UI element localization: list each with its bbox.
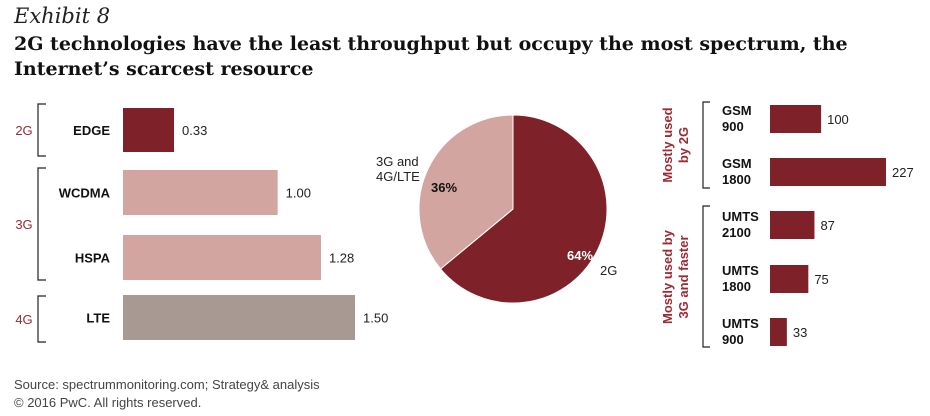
exhibit-label: Exhibit 8 bbox=[14, 4, 111, 28]
spectrum-group-label-1-line1: Mostly used bbox=[660, 107, 675, 182]
spectrum-bar-gsm-1800 bbox=[770, 158, 886, 186]
throughput-label-edge: EDGE bbox=[73, 123, 110, 138]
spectrum-value-umts-2100: 87 bbox=[820, 218, 834, 233]
copyright-note: © 2016 PwC. All rights reserved. bbox=[14, 395, 202, 410]
spectrum-label-umts-1800-name: UMTS bbox=[722, 263, 759, 278]
spectrum-label-umts-900-name: UMTS bbox=[722, 316, 759, 331]
spectrum-group-bracket-1 bbox=[702, 101, 710, 189]
spectrum-value-gsm-1800: 227 bbox=[892, 165, 914, 180]
spectrum-group-label-2-line2: 3G and faster bbox=[676, 235, 691, 318]
spectrum-bar-umts-2100 bbox=[770, 211, 815, 239]
source-note: Source: spectrummonitoring.com; Strategy… bbox=[14, 377, 320, 392]
throughput-value-lte: 1.50 bbox=[363, 311, 388, 326]
throughput-bar-edge bbox=[123, 108, 175, 152]
generation-label-4g: 4G bbox=[15, 312, 32, 327]
generation-label-2g: 2G bbox=[15, 123, 32, 138]
throughput-label-wcdma: WCDMA bbox=[59, 186, 111, 201]
pie-legend-2g: 2G bbox=[600, 263, 617, 278]
pie-legend-3g-line1: 3G and bbox=[376, 154, 419, 169]
generation-bracket-2g bbox=[37, 103, 46, 157]
pie-legend-3g-line2: 4G/LTE bbox=[376, 169, 420, 184]
spectrum-bar-gsm-900 bbox=[770, 105, 822, 133]
spectrum-label-gsm-1800-band: 1800 bbox=[722, 172, 751, 187]
throughput-value-edge: 0.33 bbox=[182, 123, 207, 138]
spectrum-label-umts-2100-name: UMTS bbox=[722, 209, 759, 224]
throughput-value-wcdma: 1.00 bbox=[286, 186, 311, 201]
pie-slice-2g bbox=[439, 114, 608, 304]
spectrum-label-umts-1800-band: 1800 bbox=[722, 279, 751, 294]
pie-label-3g-pct: 36% bbox=[431, 180, 457, 195]
pie-slice-3g-4g bbox=[418, 114, 514, 270]
spectrum-group-bracket-2 bbox=[702, 205, 710, 348]
spectrum-group-label-1-line2: by 2G bbox=[676, 127, 691, 163]
spectrum-group-label-2-line1: Mostly used by bbox=[660, 229, 675, 324]
spectrum-label-umts-900-band: 900 bbox=[722, 332, 744, 347]
throughput-value-hspa: 1.28 bbox=[329, 251, 354, 266]
throughput-bar-lte bbox=[123, 295, 355, 340]
throughput-label-lte: LTE bbox=[86, 311, 110, 326]
spectrum-value-umts-1800: 75 bbox=[814, 272, 828, 287]
spectrum-bar-umts-1800 bbox=[770, 265, 809, 293]
pie-label-2g-pct: 64% bbox=[567, 248, 593, 263]
throughput-bar-wcdma bbox=[123, 170, 278, 215]
spectrum-label-gsm-900-name: GSM bbox=[722, 103, 752, 118]
spectrum-label-umts-2100-band: 2100 bbox=[722, 225, 751, 240]
generation-bracket-3g bbox=[37, 167, 46, 281]
throughput-bar-hspa bbox=[123, 235, 321, 280]
generation-label-3g: 3G bbox=[15, 217, 32, 232]
spectrum-label-gsm-1800-name: GSM bbox=[722, 156, 752, 171]
generation-bracket-4g bbox=[37, 295, 46, 343]
spectrum-value-gsm-900: 100 bbox=[827, 112, 849, 127]
spectrum-label-gsm-900-band: 900 bbox=[722, 119, 744, 134]
chart-title: 2G technologies have the least throughpu… bbox=[14, 33, 848, 80]
spectrum-bar-umts-900 bbox=[770, 318, 787, 346]
spectrum-value-umts-900: 33 bbox=[793, 325, 807, 340]
throughput-label-hspa: HSPA bbox=[75, 251, 111, 266]
